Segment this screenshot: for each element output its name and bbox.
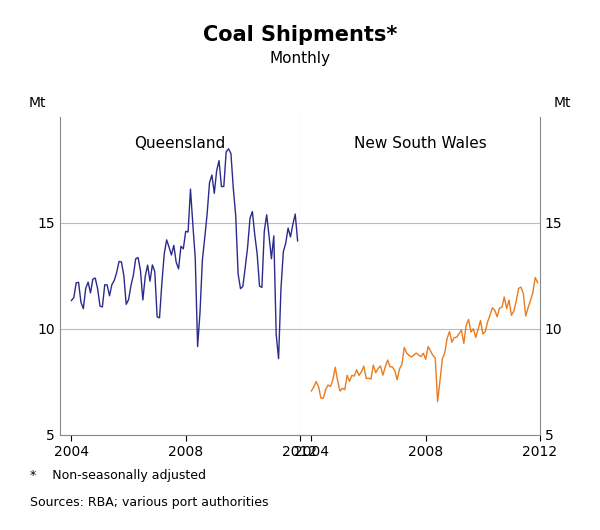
- Text: Mt: Mt: [29, 96, 46, 110]
- Text: Mt: Mt: [554, 96, 571, 110]
- Text: Monthly: Monthly: [269, 51, 331, 66]
- Text: Coal Shipments*: Coal Shipments*: [203, 25, 397, 45]
- Text: *    Non-seasonally adjusted: * Non-seasonally adjusted: [30, 469, 206, 482]
- Text: Queensland: Queensland: [134, 136, 226, 151]
- Text: Sources: RBA; various port authorities: Sources: RBA; various port authorities: [30, 496, 269, 509]
- Text: New South Wales: New South Wales: [353, 136, 487, 151]
